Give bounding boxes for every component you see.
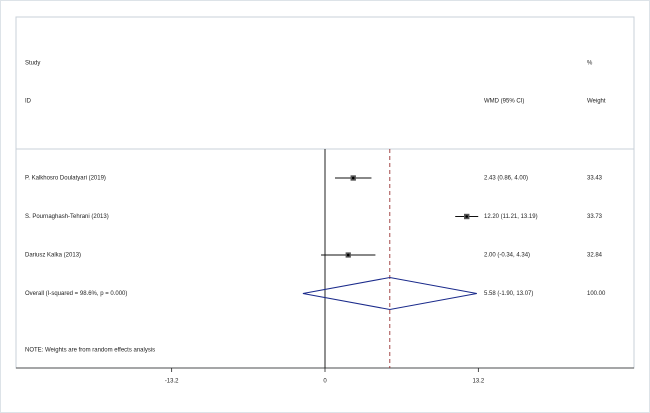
ci-label: 12.20 (11.21, 13.19) bbox=[484, 214, 538, 220]
study-name: S. Pournaghash-Tehrani (2013) bbox=[25, 214, 109, 220]
ci-label: 2.00 (-0.34, 4.34) bbox=[484, 253, 530, 259]
header-pct: % bbox=[587, 61, 593, 67]
header-study: Study bbox=[25, 61, 40, 67]
study-name: Dariusz Kalka (2013) bbox=[25, 253, 81, 259]
weight-label: 33.43 bbox=[587, 176, 603, 182]
overall-weight: 100.00 bbox=[587, 291, 606, 297]
x-tick-label: 0 bbox=[323, 379, 327, 385]
x-tick-label: 13.2 bbox=[472, 379, 484, 385]
weight-label: 33.73 bbox=[587, 214, 603, 220]
weight-label: 32.84 bbox=[587, 253, 603, 259]
point-estimate bbox=[351, 176, 355, 180]
overall-ci-label: 5.58 (-1.90, 13.07) bbox=[484, 291, 533, 297]
header-ci: WMD (95% CI) bbox=[484, 99, 524, 105]
study-name: P. Kalkhosro Doulatyari (2019) bbox=[25, 176, 106, 182]
overall-diamond bbox=[302, 276, 477, 311]
point-estimate bbox=[465, 215, 469, 218]
header-id: ID bbox=[25, 99, 32, 105]
header-weight: Weight bbox=[587, 99, 606, 105]
x-tick-label: -13.2 bbox=[165, 379, 179, 385]
point-estimate bbox=[346, 253, 350, 257]
note: NOTE: Weights are from random effects an… bbox=[25, 348, 155, 354]
ci-label: 2.43 (0.86, 4.00) bbox=[484, 176, 528, 182]
overall-name: Overall (I-squared = 98.6%, p = 0.000) bbox=[25, 291, 127, 297]
